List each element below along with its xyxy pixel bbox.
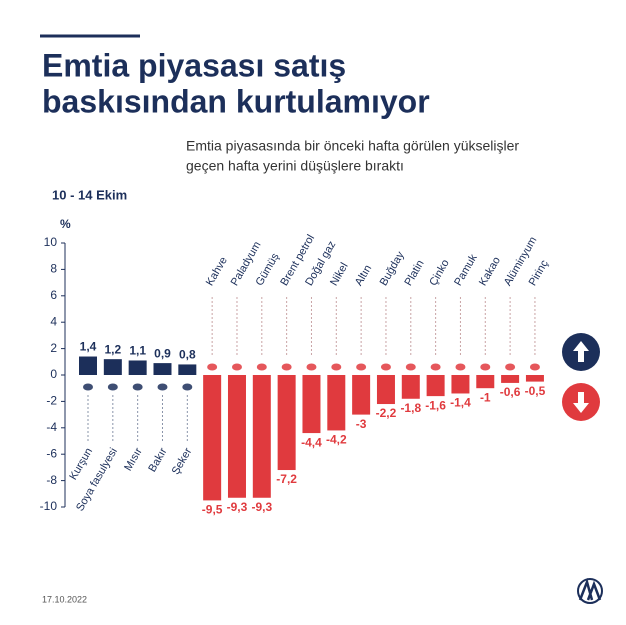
bar [128,360,147,375]
value-label: 1,2 [104,342,121,356]
value-label: -4,2 [326,433,347,447]
commodity-icon [132,383,143,391]
y-tick-label: 6 [50,288,57,302]
bar [153,363,172,375]
value-label: -9,5 [202,503,223,517]
value-label: -9,3 [227,500,248,514]
value-label: -1,8 [400,401,421,415]
y-tick-label: -8 [46,473,57,487]
bar [103,359,122,375]
bar [451,375,470,394]
commodity-icon [405,363,416,371]
y-tick-label: 2 [50,341,57,355]
commodity-icon [380,363,391,371]
bar [252,375,271,498]
y-tick-label: 4 [50,314,57,328]
value-label: -0,5 [525,384,546,398]
bar [178,364,197,375]
logo [577,578,603,604]
commodity-icon [256,363,267,371]
subtitle-line: geçen hafta yerini düşüşlere bıraktı [186,158,404,174]
title-line: Emtia piyasası satış [42,47,346,83]
value-label: -2,2 [376,406,397,420]
y-axis-label: % [60,217,71,231]
bar [352,375,371,415]
value-label: -0,6 [500,385,521,399]
bar [426,375,445,397]
commodity-icon [430,363,441,371]
value-label: -1,6 [425,398,446,412]
y-tick-label: -10 [40,499,58,513]
y-tick-label: -2 [46,394,57,408]
value-label: -1 [480,390,491,404]
commodity-icon [83,383,93,391]
commodity-icon [331,363,342,371]
commodity-icon [505,363,516,371]
value-label: 0,8 [179,348,196,362]
commodity-icon [356,363,367,371]
bar [302,375,321,434]
y-tick-label: 10 [44,235,58,249]
commodity-icon [455,363,466,371]
commodity-icon [480,363,491,371]
y-tick-label: -4 [46,420,57,434]
y-tick-label: -6 [46,446,57,460]
commodity-icon [306,363,317,371]
period: 10 - 14 Ekim [52,187,127,202]
y-tick-label: 8 [50,262,57,276]
value-label: -3 [356,417,367,431]
commodity-icon [207,363,218,371]
bar [227,375,246,498]
bar [277,375,296,471]
bar [79,356,97,375]
up-indicator [562,333,600,371]
value-label: -7,2 [276,472,297,486]
bar [525,375,544,382]
bar [501,375,520,383]
down-indicator [562,383,600,421]
commodity-icon [529,363,540,371]
commodity-icon [281,363,292,371]
value-label: -4,4 [301,435,322,449]
commodity-icon [182,383,193,391]
commodity-icon [107,383,118,391]
bar [476,375,495,389]
bar [327,375,346,431]
commodity-icon [231,363,242,371]
commodity-icon [157,383,168,391]
value-label: 0,9 [154,346,171,360]
bar [376,375,395,405]
value-label: 1,4 [80,340,97,354]
value-label: -9,3 [251,500,272,514]
bar [401,375,420,399]
subtitle-line: Emtia piyasasında bir önceki hafta görül… [186,138,519,154]
y-tick-label: 0 [50,367,57,381]
value-label: -1,4 [450,396,471,410]
date: 17.10.2022 [42,594,87,604]
value-label: 1,1 [129,344,146,358]
title-line: baskısından kurtulamıyor [42,83,430,119]
bar [203,375,222,501]
